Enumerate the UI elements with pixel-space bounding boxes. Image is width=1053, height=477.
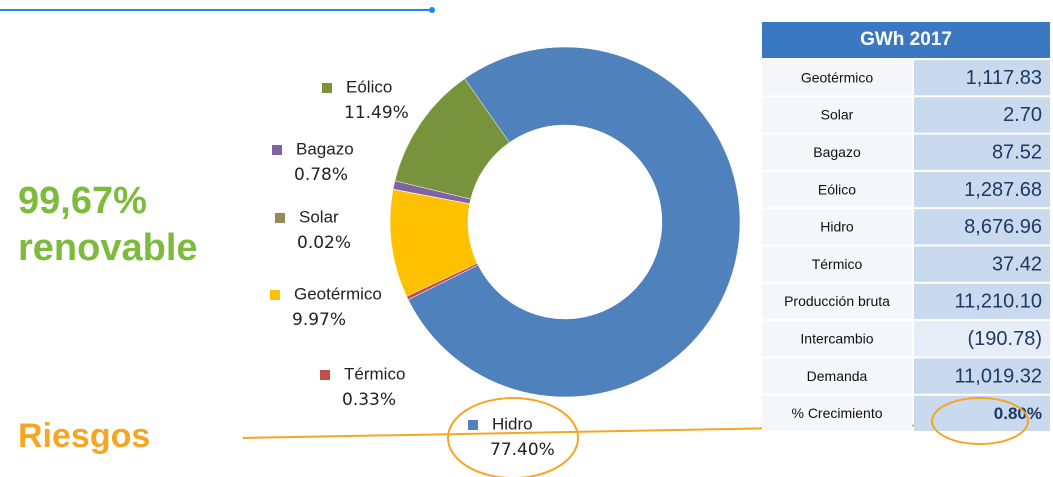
table-cell-bg [762,246,912,282]
table-cell-bg [762,171,912,208]
table-cell-bg [914,283,1050,320]
legend-label: Bagazo [296,139,354,158]
table-value: 1,287.68 [964,179,1042,201]
donut-segment [407,46,741,398]
top-rule-dot [429,7,435,13]
table-label: Producción bruta [784,293,890,309]
highlight-ellipse [447,397,579,477]
table-cell-bg [762,209,912,245]
legend-label: Hidro [492,414,533,433]
table-label: Bagazo [813,144,861,160]
table-value: 11,210.10 [955,291,1043,313]
data-label: 0.02% [297,233,351,253]
highlight-ellipse [931,397,1029,445]
table: GWh 2017 Geotérmico 1,117.83 Solar 2.70 Bagaz… [762,22,1050,431]
headline: renovable [18,227,198,269]
table-value: 8,676.96 [964,216,1042,238]
table-value: 1,117.83 [966,67,1042,89]
donut-chart: Hidro 77.40% Térmico 0.33% Geotérmico 9.97% So… [270,46,741,460]
table-value: 2.70 [1003,104,1042,126]
table-cell-bg [914,60,1050,96]
data-label: 0.33% [342,390,396,410]
table-label: Térmico [812,256,863,272]
table-cell-bg [762,134,912,170]
table-cell-bg [914,134,1050,170]
table-cell-bg [762,97,912,133]
table-cell-bg [762,321,912,357]
table-cell-bg [762,358,912,394]
table-cell-bg [762,60,912,96]
table-cell-bg [914,358,1050,394]
table-label: Hidro [820,219,854,235]
table-value: 37.42 [992,253,1042,275]
legend-label: Térmico [344,364,405,383]
legend-swatch [275,213,285,223]
table-value: 11,019.32 [955,365,1043,387]
table-cell-bg [762,283,912,320]
table-label: % Crecimiento [791,405,882,421]
data-label: 9.97% [292,310,346,330]
table-label: Solar [821,107,854,123]
legend-label: Eólico [346,77,392,96]
table-value: (190.78) [968,328,1043,350]
table-label: Eólico [818,181,856,197]
table-cell-bg [914,97,1050,133]
table-cell-bg [762,395,912,431]
table-cell-bg [914,171,1050,208]
legend-swatch [272,145,282,155]
table-label: Demanda [807,368,868,384]
data-label: 0.78% [294,165,348,185]
legend-swatch [270,290,280,300]
legend-label: Geotérmico [294,284,382,303]
table-label: Intercambio [800,330,873,346]
table-cell-bg [914,321,1050,357]
donut-segment [394,78,510,200]
legend-swatch [320,370,330,380]
table-header: GWh 2017 [860,29,952,50]
table-cell-bg [914,246,1050,282]
legend-label: Solar [299,207,339,226]
data-label: 11.49% [344,103,409,123]
data-label: 77.40% [490,440,555,460]
headline: 99,67% [18,180,147,222]
table-label: Geotérmico [801,69,874,85]
table-cell-bg [914,209,1050,245]
table-header-bg [762,22,1050,58]
risks-label: Riesgos [18,417,150,455]
legend-swatch [322,83,332,93]
legend-swatch [468,420,478,430]
table-value: 0.80% [994,404,1042,423]
table-value: 87.52 [992,142,1042,164]
